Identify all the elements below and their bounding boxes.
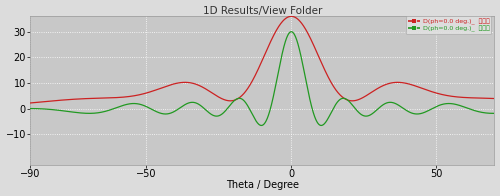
X-axis label: Theta / Degree: Theta / Degree bbox=[226, 181, 299, 191]
Legend: D(ph=0.0 deg.)_  天线数, D(ph=0.0 deg.)_  天线数: D(ph=0.0 deg.)_ 天线数, D(ph=0.0 deg.)_ 天线数 bbox=[406, 16, 492, 34]
Title: 1D Results/View Folder: 1D Results/View Folder bbox=[202, 5, 322, 15]
